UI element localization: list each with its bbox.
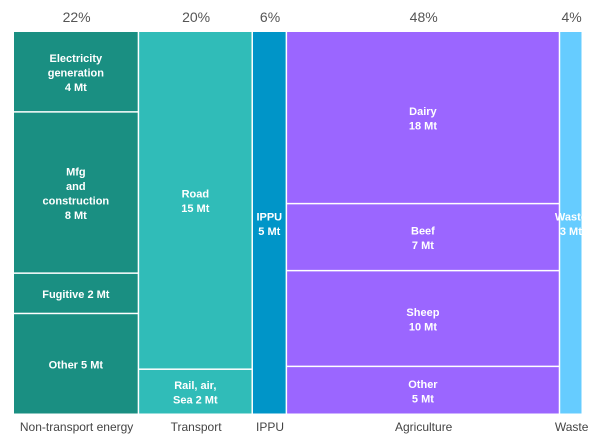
segment-agriculture-1 — [287, 204, 559, 270]
category-label-ippu: IPPU — [256, 420, 284, 434]
segment-non-transport-energy-1 — [14, 112, 138, 273]
segment-agriculture-0 — [287, 32, 559, 203]
segment-non-transport-energy-3 — [14, 314, 138, 414]
segment-label-non-transport-energy-3: Other 5 Mt — [49, 360, 104, 372]
segments — [14, 32, 582, 414]
segment-transport-1 — [139, 369, 252, 414]
share-label-waste: 4% — [562, 9, 582, 25]
share-label-agriculture: 48% — [410, 9, 438, 25]
segment-label-ippu-0: IPPU 5 Mt — [256, 211, 282, 238]
share-label-transport: 20% — [182, 9, 210, 25]
segment-label-non-transport-energy-1: Mfg and construction 8 Mt — [43, 167, 110, 223]
segment-label-agriculture-0: Dairy 18 Mt — [409, 106, 438, 133]
category-label-waste: Waste — [555, 420, 589, 434]
segment-non-transport-energy-2 — [14, 273, 138, 313]
segment-label-waste-0: Waste 3 Mt — [555, 211, 587, 238]
category-labels: Non-transport energy Transport IPPU Agricul… — [20, 420, 589, 434]
segment-transport-0 — [139, 32, 252, 369]
segment-waste-0 — [560, 32, 582, 414]
segment-label-transport-1: Rail, air, Sea 2 Mt — [173, 380, 218, 407]
segment-non-transport-energy-0 — [14, 32, 138, 112]
category-label-non-transport-energy: Non-transport energy — [20, 420, 133, 434]
segment-agriculture-2 — [287, 271, 559, 366]
share-labels: 22% 20% 6% 48% 4% — [63, 9, 582, 25]
segment-labels: Electricity generation 4 Mt Mfg and construct… — [42, 53, 587, 407]
segment-ippu-0 — [252, 32, 286, 414]
segment-label-non-transport-energy-2: Fugitive 2 Mt — [42, 289, 110, 301]
segment-label-non-transport-energy-0: Electricity generation 4 Mt — [48, 53, 105, 94]
segment-agriculture-3 — [287, 367, 559, 414]
segment-label-agriculture-2: Sheep 10 Mt — [406, 307, 439, 334]
segment-label-transport-0: Road 15 Mt — [181, 189, 209, 216]
segment-label-agriculture-1: Beef 7 Mt — [411, 226, 435, 253]
segment-label-agriculture-3: Other 5 Mt — [408, 379, 438, 406]
share-label-non-transport-energy: 22% — [63, 9, 91, 25]
category-label-transport: Transport — [171, 420, 223, 434]
share-label-ippu: 6% — [260, 9, 280, 25]
category-label-agriculture: Agriculture — [395, 420, 453, 434]
